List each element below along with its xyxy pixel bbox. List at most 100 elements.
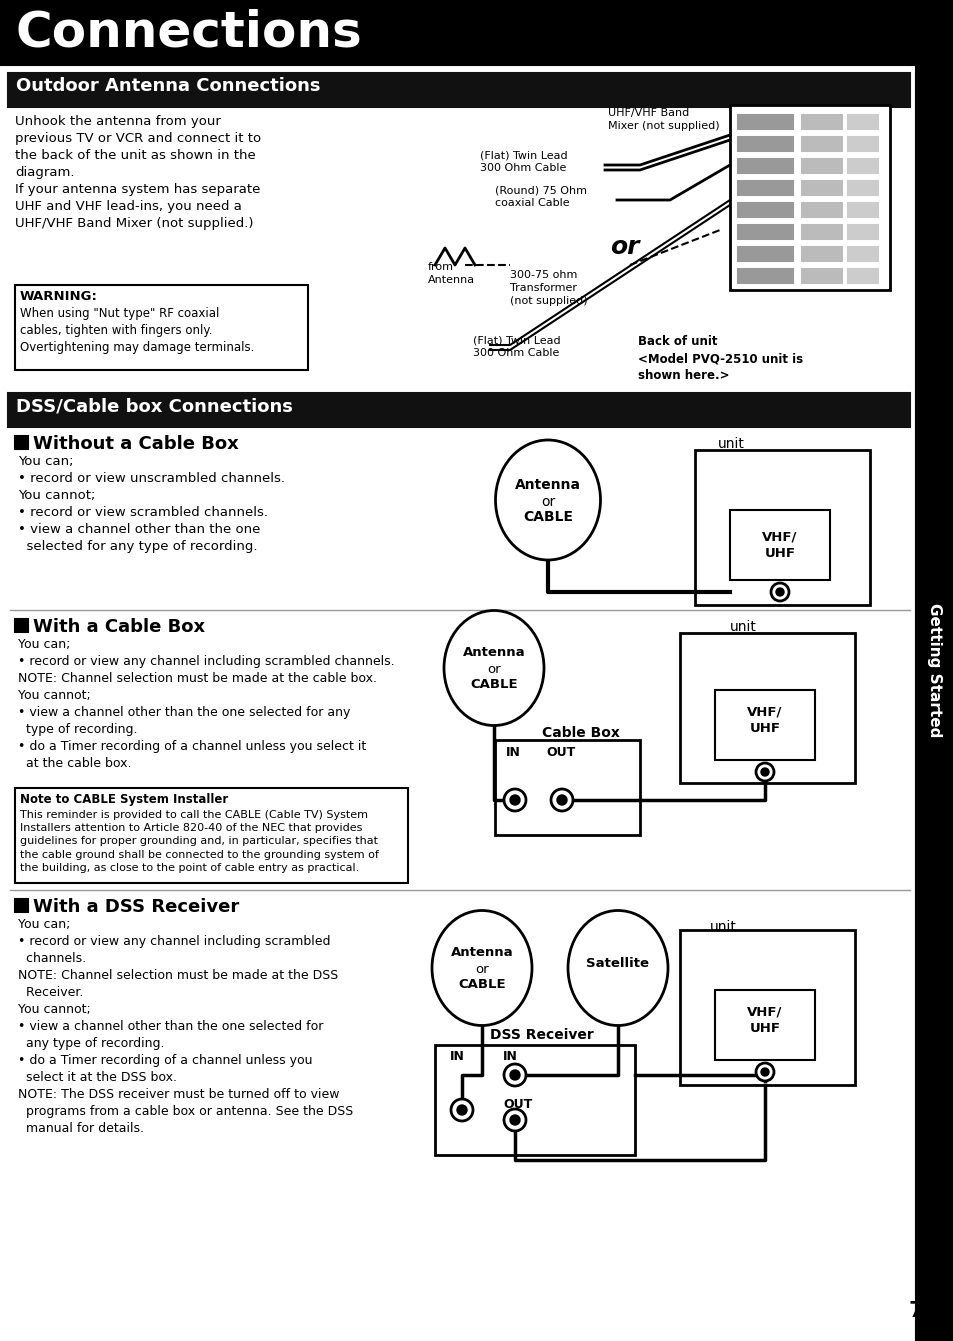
- Text: VHF/: VHF/: [746, 705, 781, 717]
- Circle shape: [770, 583, 788, 601]
- Text: or: or: [609, 235, 639, 259]
- Text: You can;
• record or view any channel including scrambled
  channels.
NOTE: Chan: You can; • record or view any channel in…: [18, 919, 353, 1134]
- Bar: [15, 898, 28, 912]
- Circle shape: [510, 1070, 519, 1080]
- Text: When using "Nut type" RF coaxial
cables, tighten with fingers only.
Overtighteni: When using "Nut type" RF coaxial cables,…: [20, 307, 254, 354]
- Circle shape: [451, 1100, 473, 1121]
- Text: DSS/Cable box Connections: DSS/Cable box Connections: [16, 397, 293, 414]
- Text: You can;
• record or view unscrambled channels.
You cannot;
• record or view scr: You can; • record or view unscrambled ch…: [18, 455, 285, 552]
- Circle shape: [456, 1105, 467, 1114]
- Text: (Flat) Twin Lead
300 Ohm Cable: (Flat) Twin Lead 300 Ohm Cable: [479, 150, 567, 173]
- Bar: [847, 270, 877, 283]
- Bar: [847, 137, 877, 152]
- Bar: [714, 691, 814, 760]
- Bar: [915, 64, 953, 1341]
- Bar: [729, 510, 829, 581]
- Bar: [801, 160, 841, 173]
- Text: With a DSS Receiver: With a DSS Receiver: [33, 898, 239, 916]
- Text: Outdoor Antenna Connections: Outdoor Antenna Connections: [16, 76, 320, 95]
- Circle shape: [557, 795, 566, 805]
- Bar: [738, 137, 792, 152]
- Text: 300-75 ohm
Transformer
(not supplied): 300-75 ohm Transformer (not supplied): [510, 270, 587, 306]
- Text: UHF: UHF: [749, 721, 780, 735]
- Text: or: or: [475, 963, 488, 976]
- Circle shape: [503, 789, 525, 811]
- Bar: [847, 160, 877, 173]
- Text: CABLE: CABLE: [470, 679, 517, 691]
- Circle shape: [775, 587, 783, 595]
- Text: unit: unit: [718, 437, 744, 451]
- Text: UHF/VHF Band
Mixer (not supplied): UHF/VHF Band Mixer (not supplied): [607, 109, 719, 131]
- Bar: [695, 451, 869, 605]
- Text: With a Cable Box: With a Cable Box: [33, 618, 205, 636]
- Bar: [15, 286, 308, 370]
- Text: DSS Receiver: DSS Receiver: [490, 1029, 593, 1042]
- Bar: [435, 1045, 635, 1155]
- Bar: [15, 789, 408, 882]
- Bar: [679, 931, 854, 1085]
- Bar: [801, 202, 841, 217]
- Bar: [801, 225, 841, 239]
- Text: Antenna: Antenna: [515, 477, 580, 492]
- Circle shape: [503, 1109, 525, 1130]
- Text: UHF: UHF: [763, 547, 795, 561]
- Bar: [738, 181, 792, 194]
- Text: UHF: UHF: [749, 1022, 780, 1035]
- Text: Unhook the antenna from your
previous TV or VCR and connect it to
the back of th: Unhook the antenna from your previous TV…: [15, 115, 261, 231]
- Circle shape: [755, 763, 773, 780]
- Text: You can;
• record or view any channel including scrambled channels.
NOTE: Channe: You can; • record or view any channel in…: [18, 638, 395, 770]
- Bar: [0, 0, 953, 64]
- Bar: [738, 160, 792, 173]
- Text: OUT: OUT: [545, 746, 575, 759]
- Ellipse shape: [432, 911, 532, 1026]
- Bar: [15, 436, 28, 449]
- Text: Without a Cable Box: Without a Cable Box: [33, 434, 238, 453]
- Bar: [847, 247, 877, 261]
- Bar: [738, 115, 792, 129]
- Text: CABLE: CABLE: [522, 510, 573, 524]
- Text: 7: 7: [907, 1301, 923, 1321]
- Text: Antenna: Antenna: [462, 646, 525, 658]
- Bar: [15, 620, 28, 632]
- Text: or: or: [540, 495, 555, 510]
- Bar: [801, 115, 841, 129]
- Text: Note to CABLE System Installer: Note to CABLE System Installer: [20, 793, 228, 806]
- Ellipse shape: [567, 911, 667, 1026]
- Circle shape: [510, 1114, 519, 1125]
- Text: Satellite: Satellite: [586, 956, 649, 970]
- Text: unit: unit: [729, 620, 756, 634]
- Ellipse shape: [443, 610, 543, 725]
- Text: IN: IN: [502, 1050, 517, 1063]
- Text: unit: unit: [709, 920, 736, 933]
- Bar: [738, 225, 792, 239]
- Text: Connections: Connections: [15, 8, 361, 56]
- Bar: [738, 202, 792, 217]
- Bar: [714, 990, 814, 1059]
- Bar: [8, 72, 909, 107]
- Circle shape: [755, 1063, 773, 1081]
- Bar: [801, 247, 841, 261]
- Text: VHF/: VHF/: [746, 1004, 781, 1018]
- Text: CABLE: CABLE: [457, 978, 505, 991]
- Bar: [738, 247, 792, 261]
- Bar: [729, 105, 889, 290]
- Bar: [801, 137, 841, 152]
- Text: WARNING:: WARNING:: [20, 290, 98, 303]
- Text: Back of unit
<Model PVQ-2510 unit is
shown here.>: Back of unit <Model PVQ-2510 unit is sho…: [638, 335, 802, 382]
- Bar: [495, 740, 639, 835]
- Text: IN: IN: [450, 1050, 464, 1063]
- Text: (Round) 75 Ohm
coaxial Cable: (Round) 75 Ohm coaxial Cable: [495, 185, 586, 208]
- Text: Cable Box: Cable Box: [541, 725, 619, 740]
- Bar: [8, 393, 909, 426]
- Text: This reminder is provided to call the CABLE (Cable TV) System
Installers attenti: This reminder is provided to call the CA…: [20, 810, 378, 873]
- Bar: [679, 633, 854, 783]
- Circle shape: [551, 789, 573, 811]
- Bar: [801, 181, 841, 194]
- Bar: [847, 115, 877, 129]
- Circle shape: [503, 1063, 525, 1086]
- Circle shape: [760, 1067, 768, 1075]
- Bar: [847, 225, 877, 239]
- Text: Getting Started: Getting Started: [926, 603, 942, 738]
- Bar: [847, 181, 877, 194]
- Text: (Flat) Twin Lead
300 Ohm Cable: (Flat) Twin Lead 300 Ohm Cable: [473, 335, 560, 358]
